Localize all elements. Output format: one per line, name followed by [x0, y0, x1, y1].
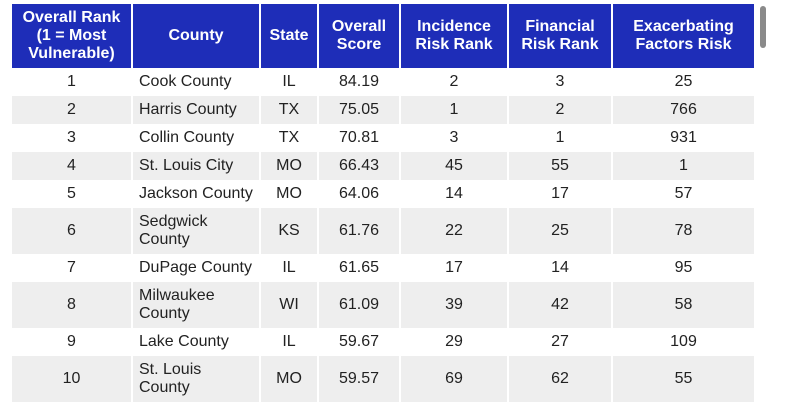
cell-rank: 3	[12, 124, 133, 152]
cell-incidence-risk-rank: 2	[400, 68, 509, 96]
cell-rank: 8	[12, 282, 133, 328]
vertical-scrollbar-thumb[interactable]	[760, 6, 766, 48]
cell-incidence-risk-rank: 3	[400, 124, 509, 152]
header-financial-risk-rank[interactable]: Financial Risk Rank	[508, 4, 613, 68]
cell-county: Harris County	[132, 96, 261, 124]
cell-financial-risk-rank: 2	[508, 96, 613, 124]
cell-incidence-risk-rank: 1	[400, 96, 509, 124]
cell-state: IL	[260, 328, 319, 356]
header-row: Overall Rank (1 = Most Vulnerable) Count…	[12, 4, 754, 68]
cell-county: DuPage County	[132, 254, 261, 282]
table-row: 10 St. Louis County MO 59.57 69 62 55	[12, 356, 754, 402]
cell-state: IL	[260, 68, 319, 96]
cell-overall-score: 70.81	[318, 124, 401, 152]
cell-county: Jackson County	[132, 180, 261, 208]
cell-state: IL	[260, 254, 319, 282]
cell-county: Collin County	[132, 124, 261, 152]
table-row: 4 St. Louis City MO 66.43 45 55 1	[12, 152, 754, 180]
cell-incidence-risk-rank: 69	[400, 356, 509, 402]
cell-county: Cook County	[132, 68, 261, 96]
cell-overall-score: 61.76	[318, 208, 401, 254]
cell-rank: 6	[12, 208, 133, 254]
cell-county: Sedgwick County	[132, 208, 261, 254]
cell-incidence-risk-rank: 45	[400, 152, 509, 180]
cell-rank: 1	[12, 68, 133, 96]
cell-overall-score: 84.19	[318, 68, 401, 96]
cell-county: St. Louis County	[132, 356, 261, 402]
cell-overall-score: 61.09	[318, 282, 401, 328]
cell-exacerbating-factors-risk: 931	[612, 124, 754, 152]
cell-financial-risk-rank: 55	[508, 152, 613, 180]
cell-exacerbating-factors-risk: 58	[612, 282, 754, 328]
cell-overall-score: 75.05	[318, 96, 401, 124]
cell-state: MO	[260, 180, 319, 208]
table-row: 2 Harris County TX 75.05 1 2 766	[12, 96, 754, 124]
cell-financial-risk-rank: 27	[508, 328, 613, 356]
cell-county: Lake County	[132, 328, 261, 356]
cell-exacerbating-factors-risk: 766	[612, 96, 754, 124]
cell-overall-score: 66.43	[318, 152, 401, 180]
table-row: 8 Milwaukee County WI 61.09 39 42 58	[12, 282, 754, 328]
cell-overall-score: 64.06	[318, 180, 401, 208]
cell-exacerbating-factors-risk: 78	[612, 208, 754, 254]
cell-state: TX	[260, 124, 319, 152]
table-row: 5 Jackson County MO 64.06 14 17 57	[12, 180, 754, 208]
cell-county: Milwaukee County	[132, 282, 261, 328]
cell-rank: 5	[12, 180, 133, 208]
cell-financial-risk-rank: 17	[508, 180, 613, 208]
cell-exacerbating-factors-risk: 55	[612, 356, 754, 402]
cell-financial-risk-rank: 14	[508, 254, 613, 282]
header-exacerbating-factors-risk[interactable]: Exacerbating Factors Risk	[612, 4, 754, 68]
cell-incidence-risk-rank: 39	[400, 282, 509, 328]
cell-state: MO	[260, 356, 319, 402]
cell-state: MO	[260, 152, 319, 180]
cell-state: KS	[260, 208, 319, 254]
table-row: 1 Cook County IL 84.19 2 3 25	[12, 68, 754, 96]
cell-financial-risk-rank: 1	[508, 124, 613, 152]
cell-financial-risk-rank: 62	[508, 356, 613, 402]
cell-state: WI	[260, 282, 319, 328]
cell-exacerbating-factors-risk: 57	[612, 180, 754, 208]
table-row: 6 Sedgwick County KS 61.76 22 25 78	[12, 208, 754, 254]
table-row: 9 Lake County IL 59.67 29 27 109	[12, 328, 754, 356]
cell-exacerbating-factors-risk: 1	[612, 152, 754, 180]
cell-exacerbating-factors-risk: 109	[612, 328, 754, 356]
cell-exacerbating-factors-risk: 25	[612, 68, 754, 96]
cell-rank: 2	[12, 96, 133, 124]
cell-financial-risk-rank: 25	[508, 208, 613, 254]
cell-rank: 9	[12, 328, 133, 356]
table-header: Overall Rank (1 = Most Vulnerable) Count…	[12, 4, 754, 68]
cell-overall-score: 59.67	[318, 328, 401, 356]
header-overall-score[interactable]: Overall Score	[318, 4, 401, 68]
header-overall-rank[interactable]: Overall Rank (1 = Most Vulnerable)	[12, 4, 133, 68]
cell-incidence-risk-rank: 17	[400, 254, 509, 282]
cell-rank: 10	[12, 356, 133, 402]
cell-rank: 7	[12, 254, 133, 282]
table-body: 1 Cook County IL 84.19 2 3 25 2 Harris C…	[12, 68, 754, 402]
cell-financial-risk-rank: 3	[508, 68, 613, 96]
rankings-table-container: Overall Rank (1 = Most Vulnerable) Count…	[12, 4, 754, 402]
header-county[interactable]: County	[132, 4, 261, 68]
table-row: 7 DuPage County IL 61.65 17 14 95	[12, 254, 754, 282]
header-state[interactable]: State	[260, 4, 319, 68]
county-vulnerability-table: Overall Rank (1 = Most Vulnerable) Count…	[12, 4, 754, 402]
table-row: 3 Collin County TX 70.81 3 1 931	[12, 124, 754, 152]
cell-county: St. Louis City	[132, 152, 261, 180]
cell-incidence-risk-rank: 29	[400, 328, 509, 356]
cell-overall-score: 61.65	[318, 254, 401, 282]
cell-state: TX	[260, 96, 319, 124]
cell-exacerbating-factors-risk: 95	[612, 254, 754, 282]
cell-overall-score: 59.57	[318, 356, 401, 402]
cell-financial-risk-rank: 42	[508, 282, 613, 328]
cell-incidence-risk-rank: 14	[400, 180, 509, 208]
cell-incidence-risk-rank: 22	[400, 208, 509, 254]
header-incidence-risk-rank[interactable]: Incidence Risk Rank	[400, 4, 509, 68]
cell-rank: 4	[12, 152, 133, 180]
